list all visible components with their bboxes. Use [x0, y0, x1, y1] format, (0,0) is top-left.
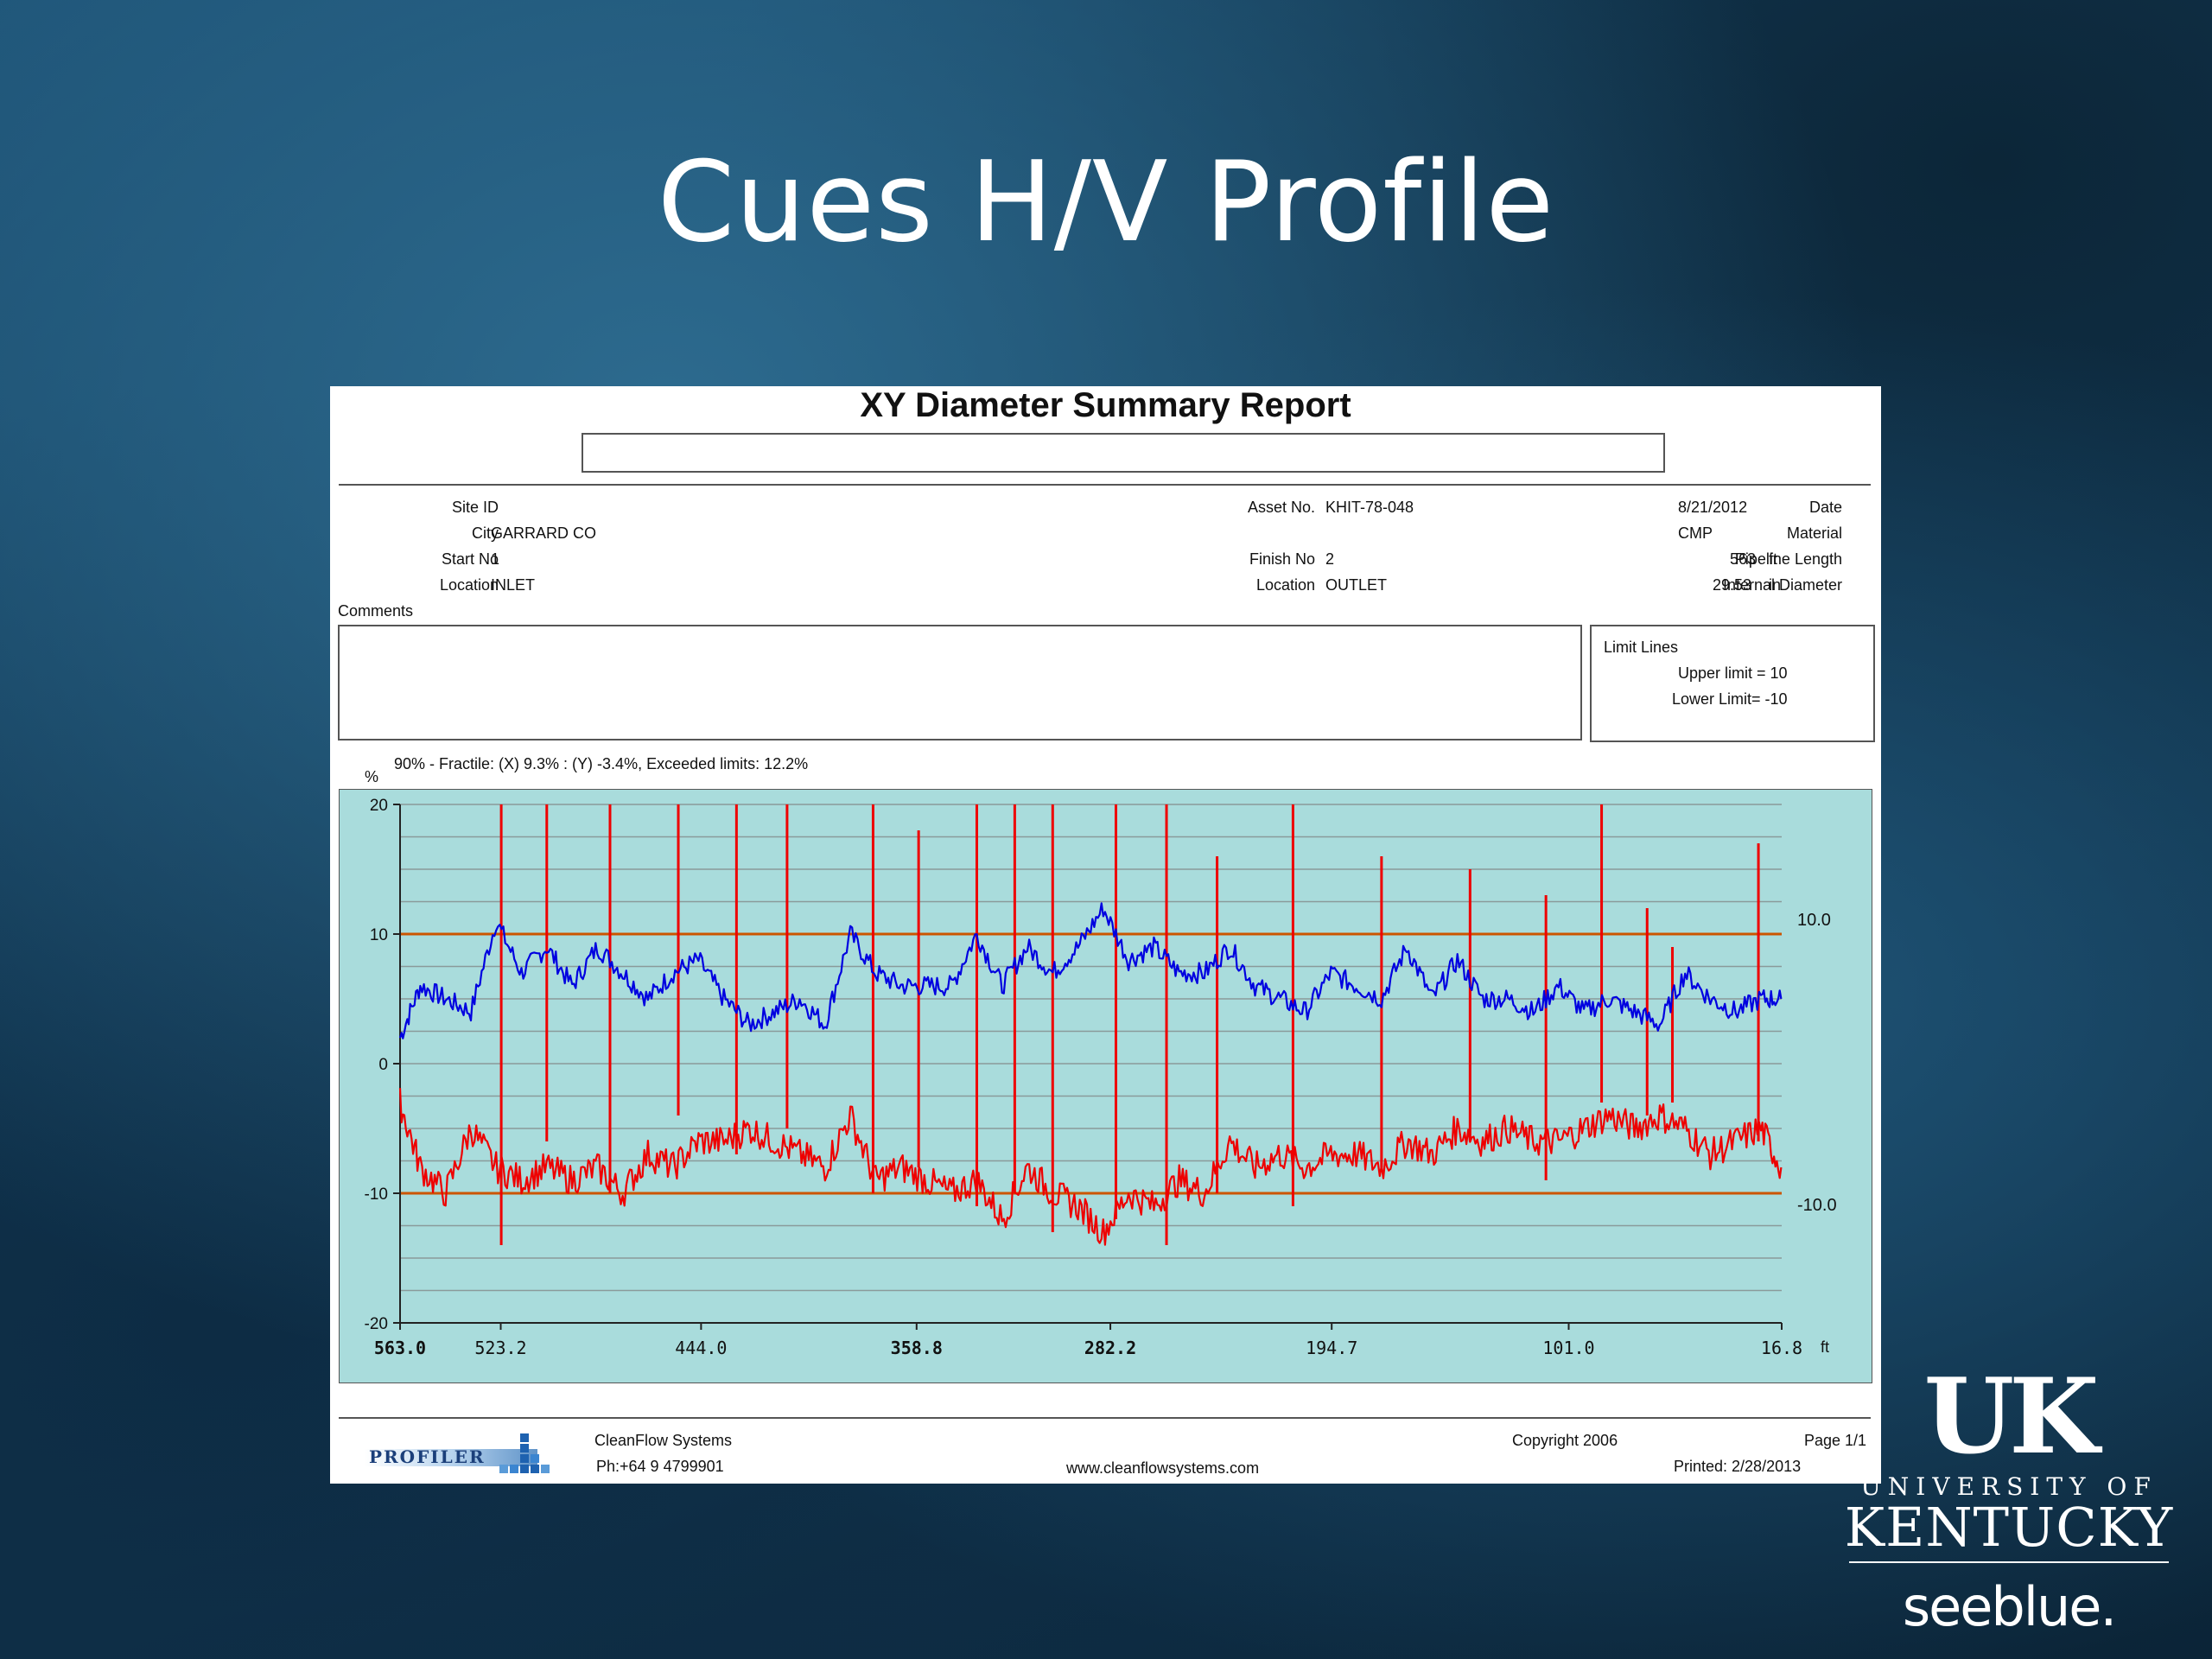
x-tick-label: 194.7: [1306, 1338, 1357, 1358]
x-tick-label: 358.8: [891, 1338, 943, 1358]
limit-lines-box: Limit Lines Upper limit = 10 Lower Limit…: [1590, 625, 1875, 742]
finish-no-label: Finish No: [1249, 550, 1315, 568]
company-phone: Ph:+64 9 4799901: [596, 1458, 724, 1475]
y-unit-label: %: [365, 768, 379, 785]
right-tick-label: 10.0: [1797, 911, 1831, 930]
start-location-value: INLET: [491, 576, 536, 594]
y-tick-label: -10: [365, 1185, 388, 1204]
internal-diameter-unit: in: [1769, 576, 1782, 594]
internal-diameter-label: Internal Diameter: [1722, 576, 1842, 594]
right-tick-label: -10.0: [1797, 1196, 1837, 1215]
uk-logo-rule: [1849, 1561, 2169, 1563]
uk-logo-university: UNIVERSITY OF: [1860, 1472, 2158, 1501]
series-y-line: [398, 1088, 1783, 1246]
y-tick-label: 10: [370, 926, 388, 944]
report-subtitle-box: [582, 433, 1665, 473]
x-tick-label: 563.0: [374, 1338, 426, 1358]
profiler-logo: PROFILER: [365, 1432, 581, 1475]
x-tick-label: 282.2: [1084, 1338, 1136, 1358]
uk-logo-state: KENTUCKY: [1844, 1496, 2174, 1559]
company-name: CleanFlow Systems: [594, 1432, 733, 1449]
city-label: City: [472, 524, 499, 542]
profile-chart: 20 10 0 -10 -20 10.0 -10.0 563.0 523.2 444.0 358.8…: [339, 789, 1872, 1383]
uk-logo-tagline: seeblue.: [1902, 1575, 2117, 1638]
x-tick-label: 444.0: [675, 1338, 727, 1358]
comments-label: Comments: [338, 602, 414, 620]
start-no-value: 1: [491, 550, 500, 568]
report-title: XY Diameter Summary Report: [860, 386, 1351, 424]
site-id-label: Site ID: [451, 499, 499, 516]
comments-box: [338, 625, 1582, 741]
pipeline-length-unit: ft: [1769, 550, 1778, 568]
y-tick-label: 0: [378, 1056, 388, 1074]
x-axis-unit: ft: [1821, 1338, 1829, 1356]
finish-location-label: Location: [1255, 576, 1315, 594]
company-website: www.cleanflowsystems.com: [1066, 1459, 1260, 1477]
limit-lines-title: Limit Lines: [1604, 639, 1679, 656]
material-value: CMP: [1678, 524, 1713, 542]
diameter-report: XY Diameter Summary Report Site ID City …: [330, 386, 1881, 1484]
y-tick-label: 20: [370, 797, 388, 815]
finish-no-value: 2: [1325, 550, 1335, 568]
x-tick-label: 16.8: [1761, 1338, 1802, 1358]
date-label: Date: [1808, 499, 1842, 516]
lower-limit-text: Lower Limit= -10: [1672, 690, 1788, 708]
plot-background: [339, 789, 1872, 1383]
header-divider: [339, 484, 1871, 486]
asset-no-label: Asset No.: [1247, 499, 1315, 516]
slide-title: Cues H/V Profile: [657, 138, 1555, 267]
copyright: Copyright 2006: [1512, 1432, 1618, 1449]
finish-location-value: OUTLET: [1325, 576, 1388, 594]
pipeline-length-value: 563: [1730, 550, 1757, 568]
series-x-line: [398, 902, 1783, 1039]
y-tick-label: -20: [365, 1315, 388, 1333]
upper-limit-text: Upper limit = 10: [1678, 664, 1788, 682]
city-value: GARRARD CO: [491, 524, 597, 542]
asset-no-value: KHIT-78-048: [1325, 499, 1414, 516]
x-tick-label: 523.2: [474, 1338, 526, 1358]
university-logo: UK UNIVERSITY OF KENTUCKY seeblue.: [1836, 1365, 2182, 1642]
internal-diameter-value: 29.53: [1713, 576, 1752, 594]
page-number: Page 1/1: [1804, 1432, 1867, 1449]
printed-date: Printed: 2/28/2013: [1674, 1458, 1802, 1475]
pipeline-length-label: Pipeline Length: [1734, 550, 1842, 568]
footer-divider: [339, 1417, 1871, 1419]
start-no-label: Start No: [441, 550, 499, 568]
uk-logo-mark: UK: [1923, 1356, 2100, 1478]
date-value: 8/21/2012: [1678, 499, 1748, 516]
material-label: Material: [1786, 524, 1842, 542]
profiler-logo-text: PROFILER: [369, 1446, 486, 1467]
x-tick-label: 101.0: [1542, 1338, 1594, 1358]
fractile-stats: 90% - Fractile: (X) 9.3% : (Y) -3.4%, Ex…: [394, 755, 809, 772]
start-location-label: Location: [439, 576, 499, 594]
